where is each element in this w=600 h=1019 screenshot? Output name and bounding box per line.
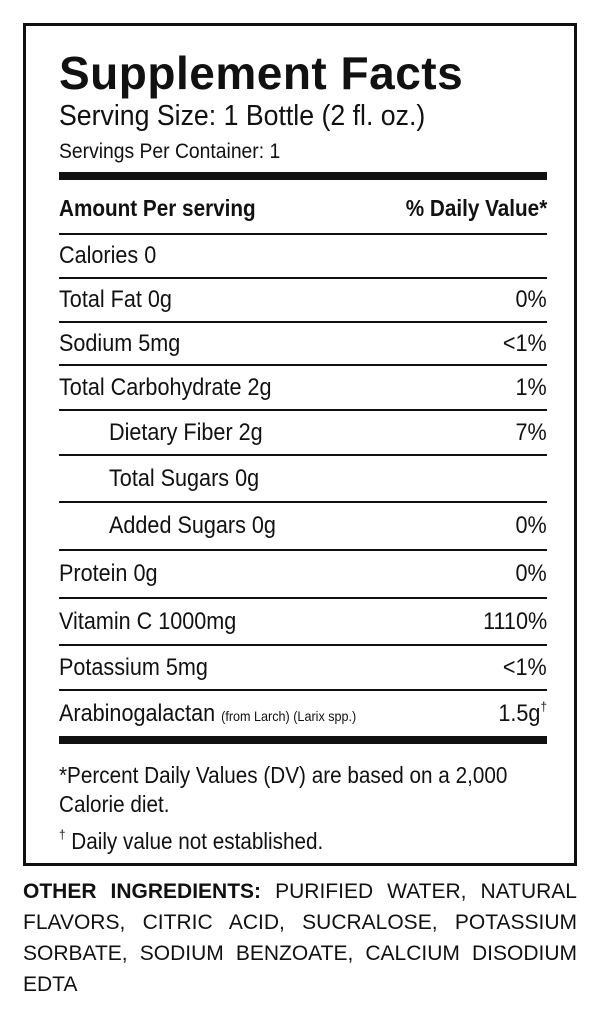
nutrient-name: Total Carbohydrate 2g xyxy=(59,374,295,402)
nutrient-source: (from Larch) (Larix spp.) xyxy=(221,708,357,724)
supplement-facts-panel: Supplement Facts Serving Size: 1 Bottle … xyxy=(23,23,577,866)
nutrient-label: Total Sugars 0g xyxy=(109,464,260,492)
nutrient-row: Added Sugars 0g 0% xyxy=(59,503,547,551)
nutrient-label: Arabinogalactan xyxy=(59,700,216,727)
nutrient-name: Added Sugars 0g xyxy=(59,512,294,540)
nutrient-row: Sodium 5mg <1% xyxy=(59,323,547,366)
nutrient-row: Calories 0 xyxy=(59,235,547,279)
nutrient-row: Vitamin C 1000mg 1110% xyxy=(59,599,547,646)
daily-value: 7% xyxy=(516,419,547,447)
footnote-daily-value: *Percent Daily Values (DV) are based on … xyxy=(59,762,508,817)
daily-value-label: % Daily Value* xyxy=(405,194,547,221)
panel-title: Supplement Facts xyxy=(59,47,464,99)
nutrient-label: Added Sugars 0g xyxy=(109,512,276,539)
nutrient-row: Total Fat 0g 0% xyxy=(59,279,547,323)
dagger-mark: † xyxy=(540,699,547,714)
thick-divider xyxy=(59,736,547,744)
thick-divider xyxy=(59,172,547,180)
nutrient-name: Arabinogalactan (from Larch) (Larix spp.… xyxy=(59,700,389,728)
other-ingredients-label: OTHER INGREDIENTS: xyxy=(23,880,262,903)
servings-per-container: Servings Per Container: 1 xyxy=(59,140,281,163)
serving-size: Serving Size: 1 Bottle (2 fl. oz.) xyxy=(59,100,426,132)
nutrient-label: Dietary Fiber 2g xyxy=(109,418,263,446)
daily-value-text: 1110% xyxy=(482,607,547,635)
daily-value-text: 1% xyxy=(515,373,547,401)
daily-value-text: 0% xyxy=(515,560,547,587)
daily-value-text: 0% xyxy=(515,286,547,313)
nutrient-name: Sodium 5mg xyxy=(59,330,194,358)
daily-value: 1% xyxy=(516,374,547,402)
amount-per-serving-label: Amount Per serving xyxy=(59,194,256,221)
daily-value: 0% xyxy=(516,286,547,314)
other-ingredients-text: PURIFIED WATER, NATURAL FLAVORS, CITRIC … xyxy=(23,880,577,996)
nutrient-row: Total Carbohydrate 2g 1% xyxy=(59,366,547,411)
nutrient-row: Total Sugars 0g xyxy=(59,456,547,503)
nutrient-name: Calories 0 xyxy=(59,242,167,270)
nutrient-label: Total Fat 0g xyxy=(59,286,172,313)
nutrient-row: Potassium 5mg <1% xyxy=(59,646,547,691)
nutrient-name: Potassium 5mg xyxy=(59,654,224,682)
nutrient-row: Arabinogalactan (from Larch) (Larix spp.… xyxy=(59,691,547,737)
daily-value-text: <1% xyxy=(503,653,547,681)
nutrient-label: Vitamin C 1000mg xyxy=(59,607,237,635)
nutrient-name: Protein 0g xyxy=(59,560,168,588)
nutrient-label: Potassium 5mg xyxy=(59,653,208,681)
nutrient-row: Dietary Fiber 2g 7% xyxy=(59,411,547,456)
daily-value: <1% xyxy=(503,654,547,682)
daily-value: 1110% xyxy=(483,608,547,636)
nutrient-name: Dietary Fiber 2g xyxy=(59,419,280,447)
nutrient-label: Total Carbohydrate 2g xyxy=(59,373,272,401)
other-ingredients: OTHER INGREDIENTS: PURIFIED WATER, NATUR… xyxy=(23,876,577,1000)
footnote-dagger: † Daily value not established. xyxy=(59,828,547,855)
dagger-mark: † xyxy=(59,827,66,842)
nutrient-name: Total Sugars 0g xyxy=(59,465,276,493)
daily-value-text: 1.5g xyxy=(498,700,541,727)
daily-value: <1% xyxy=(503,330,547,358)
daily-value: 1.5g† xyxy=(498,700,547,728)
daily-value-text: <1% xyxy=(503,329,547,357)
nutrient-label: Protein 0g xyxy=(59,560,158,587)
daily-value: 0% xyxy=(516,560,547,588)
nutrient-row: Protein 0g 0% xyxy=(59,551,547,599)
nutrient-label: Sodium 5mg xyxy=(59,329,181,357)
daily-value-text: 0% xyxy=(515,512,547,539)
column-header: Amount Per serving % Daily Value* xyxy=(59,183,547,235)
nutrient-name: Vitamin C 1000mg xyxy=(59,608,256,636)
daily-value: 0% xyxy=(516,512,547,540)
nutrient-label: Calories 0 xyxy=(59,242,157,269)
nutrient-name: Total Fat 0g xyxy=(59,286,184,314)
daily-value-text: 7% xyxy=(515,418,547,446)
nutrient-table: Calories 0 Total Fat 0g 0% Sodium 5mg <1% Tot… xyxy=(59,235,547,737)
footnote-dagger-text: Daily value not established. xyxy=(71,828,324,854)
